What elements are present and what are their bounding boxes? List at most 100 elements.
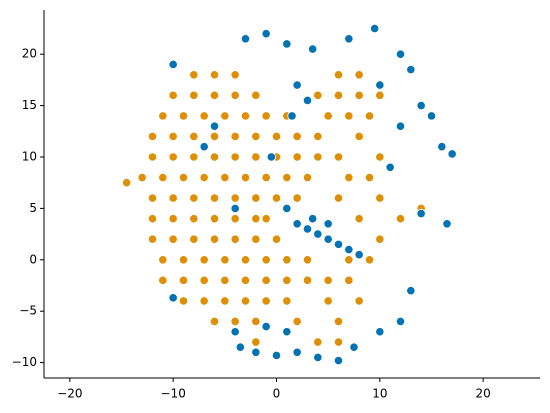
scatter-point [344,244,354,255]
scatter-point [147,152,158,162]
scatter-point [189,152,199,162]
scatter-point [282,327,292,337]
scatter-point [240,111,251,121]
scatter-point [261,296,271,306]
scatter-point [220,275,230,285]
scatter-point [292,131,302,142]
scatter-point [302,95,313,106]
scatter-point [416,100,426,111]
scatter-point [266,152,276,162]
scatter-point [375,90,385,100]
scatter-point [323,111,333,121]
scatter-point [199,142,209,152]
scatter-point [199,172,209,183]
scatter-point [333,70,344,80]
scatter-point [395,121,406,131]
x-tick-label: 0 [273,387,281,401]
scatter-point [292,152,302,162]
scatter-point [282,172,292,183]
scatter-point [323,296,333,306]
scatter-point [406,65,416,75]
scatter-point [333,355,344,366]
scatter-point [168,59,178,70]
scatter-point [292,347,302,357]
scatter-point [323,275,333,285]
scatter-point [437,142,447,152]
scatter-point [261,275,271,285]
scatter-point [178,111,189,121]
scatter-point [240,275,251,285]
scatter-point [333,90,344,100]
scatter-point [344,34,354,44]
scatter-point [302,275,313,285]
y-tick-label: 5 [29,201,37,215]
scatter-point [147,193,158,203]
scatter-point [292,80,302,90]
scatter-point [230,214,240,224]
scatter-point [199,296,209,306]
scatter-point [364,172,375,183]
scatter-point [282,255,292,265]
scatter-point [292,193,302,203]
scatter-point [271,193,282,203]
x-tick-label: −10 [161,387,186,401]
scatter-point [261,29,271,39]
scatter-point [220,172,230,183]
scatter-point [426,111,437,121]
scatter-point [271,131,282,142]
scatter-point [158,275,168,285]
scatter-point [261,255,271,265]
scatter-point [354,70,364,80]
scatter-point [308,214,318,224]
scatter-point [313,352,323,363]
scatter-point [375,80,385,90]
scatter-point [375,152,385,162]
scatter-point [271,350,282,360]
scatter-point [230,131,240,142]
scatter-point [178,275,189,285]
scatter-point [364,255,375,265]
scatter-point [282,275,292,285]
scatter-point [385,162,395,172]
scatter-point [442,219,452,229]
scatter-point [344,275,354,285]
scatter-point [158,172,168,183]
scatter-point [282,39,292,49]
scatter-point [302,224,313,234]
scatter-point [199,255,209,265]
y-tick-label: 15 [22,98,37,112]
scatter-point [375,234,385,244]
scatter-point [354,250,364,260]
scatter-point [333,316,344,327]
y-tick-label: −10 [12,355,37,369]
y-tick-label: 10 [22,149,37,163]
scatter-point [230,152,240,162]
scatter-point [251,316,261,327]
scatter-point [354,296,364,306]
scatter-point [364,111,375,121]
scatter-point [168,152,178,162]
y-tick-label: 0 [29,252,37,266]
scatter-point [261,214,271,224]
scatter-point [230,327,240,337]
scatter-point [189,131,199,142]
scatter-point [344,111,354,121]
scatter-point [282,296,292,306]
scatter-point [395,316,406,327]
scatter-point [235,342,245,352]
scatter-point [189,193,199,203]
scatter-point [199,111,209,121]
scatter-point [251,347,261,357]
scatter-point [308,44,318,54]
scatter-point [313,131,323,142]
scatter-point [230,203,240,213]
scatter-point [189,90,199,100]
scatter-point [447,149,457,159]
scatter-point [271,234,282,244]
scatter-point [189,214,199,224]
scatter-point [333,152,344,162]
x-tick-label: 20 [476,387,491,401]
scatter-point [406,286,416,296]
scatter-point [209,316,220,327]
